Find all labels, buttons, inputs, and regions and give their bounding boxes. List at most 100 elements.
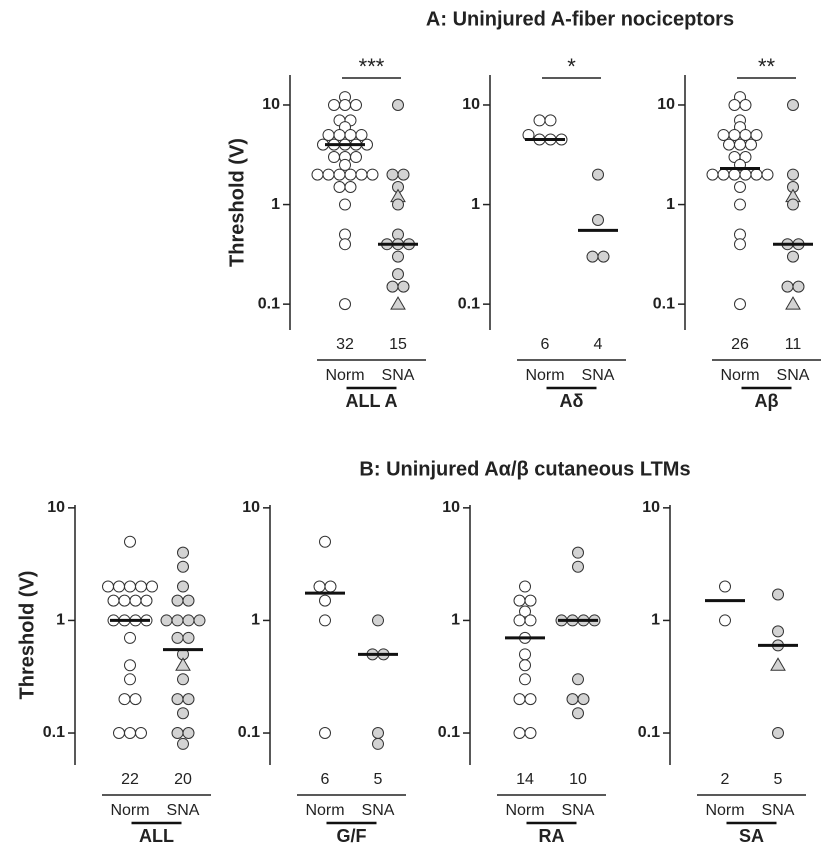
data-point [392,250,404,263]
data-point [182,614,195,627]
significance-stars: * [567,54,576,79]
x-axis-label: ALL [139,826,174,846]
y-tick-label: 0.1 [258,295,280,312]
data-point [328,151,340,164]
data-point [524,727,537,740]
data-point [513,614,526,627]
data-point [787,98,799,111]
data-point [339,158,351,171]
data-point [124,535,136,548]
data-point [366,168,379,181]
group-count: 32 [336,336,354,353]
data-point [586,250,599,263]
y-tick-label: 0.1 [238,724,260,741]
data-point [124,659,136,672]
data-point [182,693,195,706]
x-axis-label: SA [739,826,764,846]
data-point [519,648,531,661]
group-count: 2 [721,771,730,788]
data-point [328,98,340,111]
data-point [182,594,195,607]
data-point [372,614,384,627]
data-point [772,588,784,601]
data-point [519,580,531,593]
y-tick-label: 10 [657,96,675,113]
data-point [124,631,136,644]
data-point [313,580,326,593]
data-point [350,151,362,164]
data-point [750,128,763,141]
data-point [372,737,384,750]
data-point [129,594,142,607]
data-point [177,546,189,559]
data-point [135,727,147,740]
data-point [739,98,752,111]
data-point [193,614,206,627]
group-count: 5 [374,771,383,788]
data-point [524,693,537,706]
group-count: 10 [569,771,587,788]
data-point [397,168,410,181]
data-point [597,250,610,263]
data-point [339,298,351,311]
y-tick-label: 10 [462,96,480,113]
data-point [113,580,125,593]
y-tick-label: 1 [251,612,260,629]
group-count: 6 [321,771,330,788]
data-point [770,657,786,671]
x-axis-label: ALL A [346,391,398,411]
data-point [344,128,357,141]
group-name: Norm [505,802,544,819]
data-point [592,213,604,226]
group-name: Norm [720,367,759,384]
data-point [129,693,142,706]
data-point [386,280,399,293]
group-name: Norm [325,367,364,384]
data-point [107,594,120,607]
group-count: 14 [516,771,534,788]
data-point [772,727,784,740]
data-point [177,707,189,720]
group-name: Norm [110,802,149,819]
data-point [524,594,537,607]
group-count: 5 [774,771,783,788]
x-axis-label: G/F [337,826,367,846]
x-axis-label: Aβ [755,391,779,411]
significance-stars: *** [359,54,385,79]
data-point [324,580,337,593]
data-point [175,657,191,671]
y-tick-label: 10 [442,499,460,516]
data-point [182,727,195,740]
data-point [118,693,131,706]
data-point [577,693,590,706]
data-point [723,138,735,151]
data-point [519,659,531,672]
group-name: SNA [167,802,200,819]
data-point [177,560,189,573]
y-tick-label: 1 [471,196,480,213]
data-point [572,673,584,686]
data-point [333,128,346,141]
data-point [372,727,384,740]
data-point [171,614,184,627]
group-name: SNA [562,802,595,819]
data-point [350,98,362,111]
data-point [513,727,526,740]
group-count: 20 [174,771,192,788]
data-point [177,673,189,686]
data-point [572,560,584,573]
data-point [390,296,406,310]
panel-title: B: Uninjured Aα/β cutaneous LTMs [359,458,690,480]
data-point [140,594,153,607]
data-point [592,168,604,181]
group-name: SNA [762,802,795,819]
group-count: 26 [731,336,749,353]
data-point [734,238,746,251]
data-point [392,268,404,281]
significance-stars: ** [758,54,776,79]
data-point [397,280,410,293]
y-tick-label: 10 [262,96,280,113]
y-tick-label: 1 [666,196,675,213]
group-count: 22 [121,771,139,788]
